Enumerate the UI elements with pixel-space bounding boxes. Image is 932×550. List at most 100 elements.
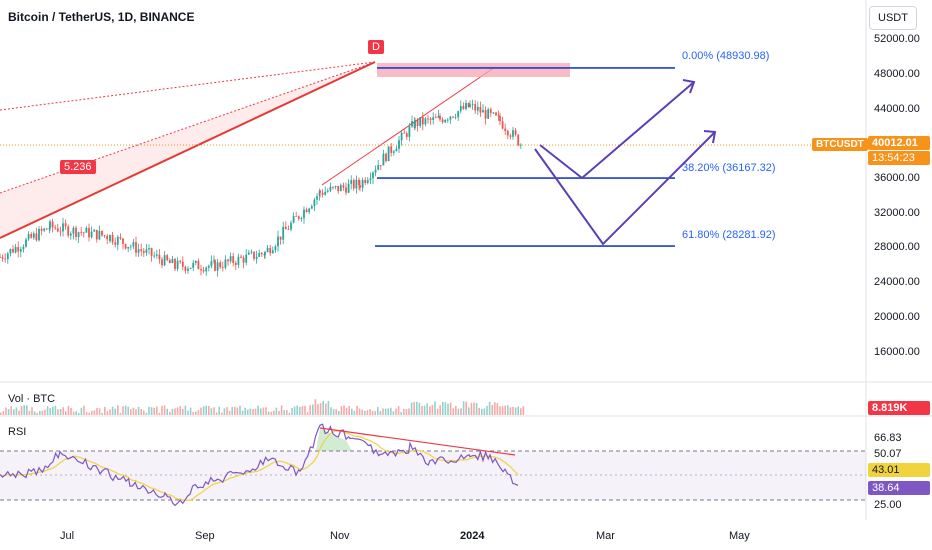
volume-bar [52, 406, 54, 415]
candle-body [184, 266, 187, 271]
candle-body [474, 103, 477, 111]
volume-bar [223, 408, 226, 415]
volume-bar [218, 406, 220, 415]
volume-bar [462, 401, 465, 415]
volume-bar [182, 408, 184, 415]
volume-bar [239, 405, 241, 415]
volume-bar [387, 408, 389, 415]
volume-bar [150, 407, 153, 415]
volume-bar [122, 406, 124, 415]
price-tick: 52000.00 [874, 33, 920, 45]
candle-body [321, 192, 324, 195]
volume-bar [429, 406, 431, 415]
candle-body [364, 179, 367, 184]
volume-bar [54, 405, 57, 415]
candle-body [414, 119, 416, 128]
volume-bar [273, 410, 275, 415]
volume-bar [509, 407, 512, 415]
volume-bar [501, 406, 504, 415]
candle-body [75, 227, 77, 238]
volume-bar [442, 401, 444, 415]
volume-bar [62, 407, 64, 415]
candle-body [459, 106, 462, 112]
volume-bar [23, 405, 25, 415]
volume-bar [171, 408, 174, 415]
candle-body [202, 270, 205, 272]
candle-body [359, 185, 361, 188]
candle-body [200, 269, 202, 271]
volume-bar [423, 405, 426, 415]
time-label: May [729, 530, 750, 542]
volume-bar [5, 407, 7, 415]
volume-bar [226, 407, 228, 415]
volume-bar [322, 401, 324, 415]
candle-body [400, 132, 403, 141]
candle-body [449, 116, 452, 120]
volume-bar [208, 405, 210, 415]
volume-bar [2, 410, 5, 415]
volume-bar [158, 412, 161, 415]
candle-body [197, 260, 200, 270]
candle-body [116, 237, 119, 245]
volume-bar [522, 406, 525, 415]
candle-body [347, 183, 350, 193]
volume-bar [403, 408, 405, 415]
volume-bar [520, 408, 522, 415]
candle-body [352, 180, 355, 189]
candle-body [205, 267, 208, 272]
candle-body [390, 146, 393, 153]
candle-body [411, 121, 413, 127]
candle-body [517, 134, 520, 146]
volume-bar [143, 410, 145, 415]
volume-bar [332, 409, 335, 415]
rsi-tick: 50.07 [874, 448, 902, 460]
symbol-title: Bitcoin / TetherUS, 1D, BINANCE [8, 10, 195, 24]
candle-body [227, 259, 229, 262]
volume-bar [408, 408, 410, 415]
candle-body [232, 256, 235, 264]
volume-bar [478, 407, 480, 415]
fib-label-618: 61.80% (28281.92) [682, 229, 776, 241]
volume-bar [395, 408, 397, 415]
volume-bar [156, 406, 158, 415]
candle-body [421, 117, 424, 125]
volume-bar [434, 401, 436, 415]
volume-bar [356, 405, 358, 415]
candle-body [303, 209, 305, 219]
fib-fan-top-line [0, 61, 376, 111]
volume-bar [491, 405, 493, 415]
candle-body [145, 249, 148, 253]
candle-body [242, 257, 245, 263]
candle-body [279, 236, 282, 240]
candle-body [282, 226, 285, 240]
candle-body [295, 215, 298, 217]
volume-bar [507, 405, 509, 415]
volume-bar [400, 411, 402, 415]
candle-body [17, 246, 20, 252]
volume-bar [205, 405, 207, 415]
volume-bars [0, 399, 525, 415]
currency-selector[interactable]: USDT [869, 6, 917, 30]
candle-body [345, 187, 347, 193]
candle-body [129, 246, 132, 248]
candle-body [334, 185, 337, 187]
candle-body [194, 260, 197, 263]
volume-bar [353, 410, 356, 415]
volume-bar [335, 409, 337, 415]
candle-body [355, 179, 358, 189]
volume-bar [41, 410, 44, 415]
candle-body [452, 116, 454, 118]
volume-bar [494, 402, 496, 415]
candle-body [0, 257, 1, 258]
candle-body [1, 257, 4, 259]
candle-body [62, 223, 64, 232]
candle-body [471, 103, 474, 105]
candle-body [122, 238, 124, 244]
volume-bar [65, 411, 67, 415]
divergence-marker[interactable]: D [368, 40, 384, 54]
candle-body [48, 228, 51, 230]
candle-body [111, 234, 114, 243]
volume-bar [421, 405, 423, 415]
fan-ratio-label: 5.236 [60, 160, 96, 174]
fibonacci-levels [375, 67, 675, 247]
